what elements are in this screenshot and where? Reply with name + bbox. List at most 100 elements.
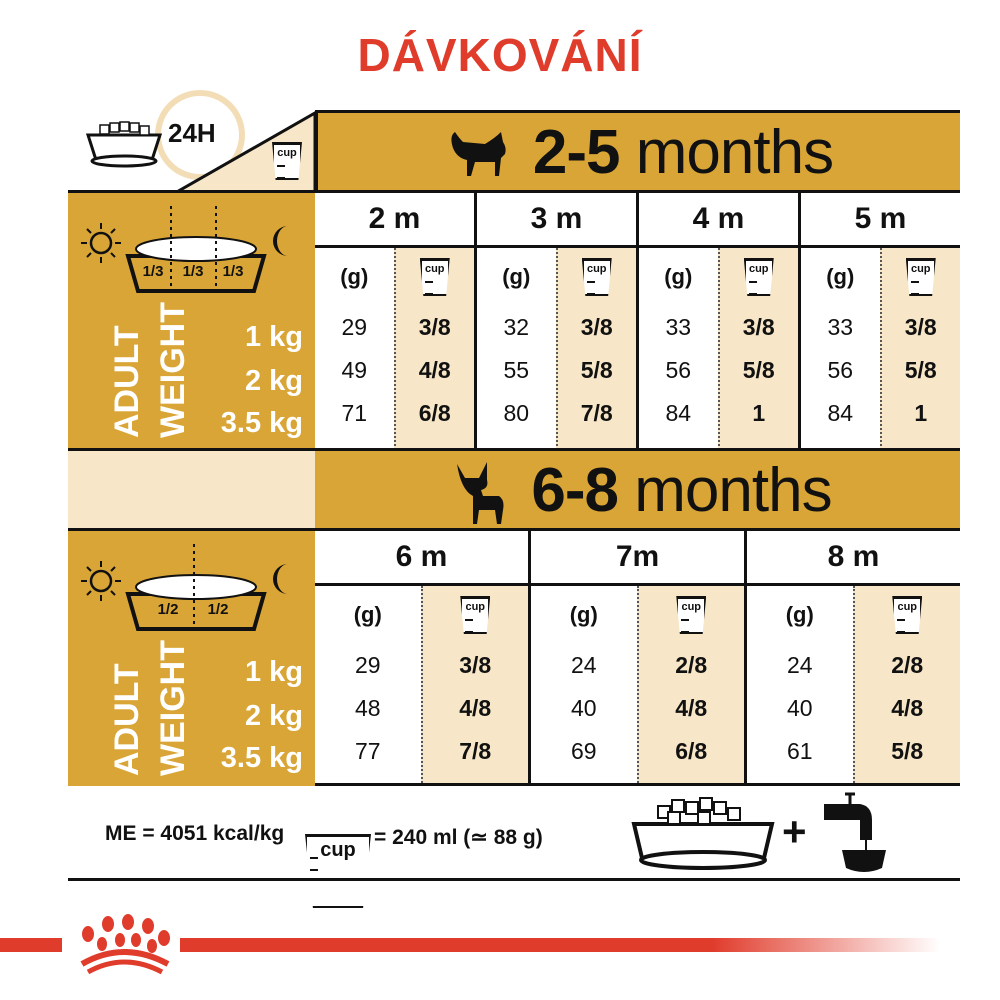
cups-value: 2/8 — [675, 652, 708, 678]
header-range: 6-8 — [531, 456, 619, 525]
water-tap-icon — [824, 792, 886, 872]
cups-column: cup 3/8 5/8 7/8 — [555, 248, 636, 450]
section-header-6-8-months: 6-8 months — [315, 448, 960, 530]
weight-row-label: 3.5 kg — [220, 407, 303, 439]
cups-value: 3/8 — [459, 652, 492, 678]
grams-header: (g) — [340, 264, 369, 289]
grams-value: 40 — [786, 695, 813, 721]
header-unit: months — [634, 456, 832, 525]
grams-value: 80 — [503, 400, 530, 426]
month-column: 2 m (g) 29 49 71 cup 3/8 4/8 6/8 — [315, 193, 474, 450]
cups-column: cup 3/8 5/8 1 — [879, 248, 960, 450]
cup-icon-label: cup — [748, 263, 769, 275]
split-portion: 1/2 — [157, 601, 179, 618]
grams-header: (g) — [353, 602, 382, 627]
cup-icon: cup — [419, 258, 450, 296]
grams-value: 84 — [827, 400, 854, 426]
feeding-table-6-8-months: 6 m (g) 29 48 77 cup 3/8 4/8 7/8 7m (g) 24 40 69 cup 2/… — [315, 528, 960, 786]
cup-icon-label: cup — [897, 601, 918, 613]
split-portion: 1/2 — [207, 601, 229, 618]
month-column: 5 m (g) 33 56 84 cup 3/8 5/8 1 — [798, 193, 960, 450]
grams-header: (g) — [785, 602, 814, 627]
month-header: 5 m — [801, 193, 960, 248]
cups-value: 4/8 — [418, 357, 451, 383]
page-title: DÁVKOVÁNÍ — [357, 29, 643, 81]
cup-icon: cup — [305, 834, 371, 908]
cup-icon-label: cup — [465, 601, 486, 613]
cups-value: 4/8 — [675, 695, 708, 721]
food-bowl-icon — [631, 797, 775, 870]
cups-value: 6/8 — [675, 738, 708, 764]
brand-bar — [180, 938, 940, 952]
cups-value: 7/8 — [459, 738, 492, 764]
month-header: 7m — [531, 531, 744, 586]
grams-value: 40 — [570, 695, 597, 721]
grams-column: (g) 29 48 77 — [315, 586, 421, 783]
month-header: 2 m — [315, 193, 474, 248]
brand-bar — [0, 938, 62, 952]
grams-header: (g) — [826, 264, 855, 289]
cup-equivalence: = 240 ml (≃ 88 g) — [374, 826, 543, 849]
cups-value: 5/8 — [904, 357, 937, 383]
month-column: 3 m (g) 32 55 80 cup 3/8 5/8 7/8 — [474, 193, 636, 450]
cup-icon-label: cup — [586, 263, 607, 275]
grams-value: 55 — [503, 357, 530, 383]
cup-icon: cup — [581, 258, 612, 296]
month-header: 4 m — [639, 193, 798, 248]
grams-header: (g) — [569, 602, 598, 627]
cups-value: 2/8 — [891, 652, 924, 678]
cups-value: 3/8 — [580, 314, 613, 340]
weight-row-label: 1 kg — [244, 656, 303, 688]
cups-column: cup 3/8 4/8 6/8 — [393, 248, 474, 450]
spacer-cell — [68, 448, 318, 530]
month-column: 8 m (g) 24 40 61 cup 2/8 4/8 5/8 — [744, 531, 960, 783]
month-header: 6 m — [315, 531, 528, 586]
grams-column: (g) 29 49 71 — [315, 248, 394, 450]
grams-column: (g) 32 55 80 — [477, 248, 556, 450]
cups-value: 7/8 — [580, 400, 613, 426]
cup-icon: cup — [743, 258, 774, 296]
month-column: 6 m (g) 29 48 77 cup 3/8 4/8 7/8 — [315, 531, 528, 783]
cups-value: 4/8 — [459, 695, 492, 721]
cup-icon: cup — [460, 596, 491, 634]
cups-value: 3/8 — [418, 314, 451, 340]
sun-bowl-moon-icon — [81, 544, 288, 634]
month-column: 7m (g) 24 40 69 cup 2/8 4/8 6/8 — [528, 531, 744, 783]
cups-column: cup 2/8 4/8 6/8 — [636, 586, 744, 783]
dog-icon — [457, 461, 504, 524]
grams-value: 29 — [341, 314, 368, 340]
feeding-info-panel: 1/3 1/3 1/3 ADULT WEIGHT 1 kg 2 kg 3.5 k… — [68, 190, 318, 450]
grams-value: 33 — [827, 314, 854, 340]
grams-value: 71 — [341, 400, 368, 426]
cup-icon-label: cup — [424, 263, 445, 275]
cup-icon-label: cup — [277, 147, 297, 159]
cups-column: cup 3/8 4/8 7/8 — [420, 586, 528, 783]
grams-value: 77 — [354, 738, 381, 764]
cups-value: 5/8 — [580, 357, 613, 383]
split-portion: 1/3 — [182, 263, 204, 280]
grams-value: 84 — [665, 400, 692, 426]
adult-label: ADULT — [108, 663, 146, 776]
grams-value: 24 — [570, 652, 597, 678]
cup-icon: cup — [272, 142, 302, 180]
weight-row-label: 2 kg — [244, 365, 303, 397]
month-column: 4 m (g) 33 56 84 cup 3/8 5/8 1 — [636, 193, 798, 450]
split-portion: 1/3 — [142, 263, 164, 280]
cups-value: 5/8 — [742, 357, 775, 383]
cup-icon-label: cup — [681, 601, 702, 613]
weight-row-label: 2 kg — [244, 700, 303, 732]
header-unit: months — [635, 118, 834, 187]
weight-row-label: 1 kg — [244, 321, 303, 353]
weight-label: WEIGHT — [154, 302, 192, 438]
grams-value: 24 — [786, 652, 813, 678]
plus-sign: + — [782, 808, 807, 855]
sun-bowl-moon-icon — [81, 206, 288, 296]
adult-label: ADULT — [108, 325, 146, 438]
month-header: 8 m — [747, 531, 960, 586]
cups-value: 6/8 — [418, 400, 451, 426]
weight-label: WEIGHT — [154, 640, 192, 776]
cup-icon: cup — [676, 596, 707, 634]
cups-value: 4/8 — [891, 695, 924, 721]
grams-column: (g) 24 40 69 — [531, 586, 637, 783]
grams-value: 32 — [503, 314, 530, 340]
